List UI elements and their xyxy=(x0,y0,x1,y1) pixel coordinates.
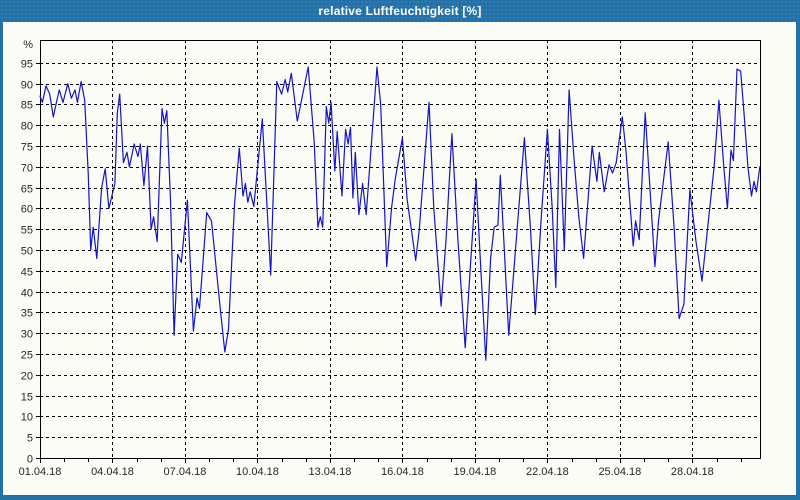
y-axis-unit-label: % xyxy=(23,39,33,51)
chart-title: relative Luftfeuchtigkeit [%] xyxy=(318,4,482,18)
y-axis-label: 30 xyxy=(21,329,33,341)
x-axis-label: 07.04.18 xyxy=(164,466,207,478)
x-axis-label: 04.04.18 xyxy=(91,466,134,478)
y-axis-label: 0 xyxy=(27,454,33,466)
x-axis-label: 22.04.18 xyxy=(526,466,569,478)
x-axis-label: 01.04.18 xyxy=(19,466,62,478)
y-axis-label: 25 xyxy=(21,350,33,362)
y-axis-label: 35 xyxy=(21,308,33,320)
y-axis-label: 15 xyxy=(21,392,33,404)
x-axis-label: 25.04.18 xyxy=(598,466,641,478)
chart-background xyxy=(3,22,796,495)
y-axis-label: 55 xyxy=(21,225,33,237)
plot-frame xyxy=(40,40,761,459)
y-axis-label: 85 xyxy=(21,100,33,112)
chart-title-bar: relative Luftfeuchtigkeit [%] xyxy=(0,0,800,22)
y-axis-label: 10 xyxy=(21,412,33,424)
humidity-data-line xyxy=(39,66,761,361)
y-axis-label: 20 xyxy=(21,371,33,383)
y-axis-label: 65 xyxy=(21,184,33,196)
y-axis-label: 50 xyxy=(21,246,33,258)
y-axis-label: 95 xyxy=(21,59,33,71)
x-axis-label: 10.04.18 xyxy=(236,466,279,478)
y-axis-label: 40 xyxy=(21,288,33,300)
y-axis-label: 80 xyxy=(21,121,33,133)
y-axis-label: 70 xyxy=(21,163,33,175)
y-axis-label: 60 xyxy=(21,204,33,216)
x-axis-label: 19.04.18 xyxy=(453,466,496,478)
y-axis-label: 5 xyxy=(27,433,33,445)
x-axis-label: 13.04.18 xyxy=(309,466,352,478)
y-axis-label: 90 xyxy=(21,80,33,92)
y-axis-label: 45 xyxy=(21,267,33,279)
x-axis-label: 28.04.18 xyxy=(671,466,714,478)
x-axis-label: 16.04.18 xyxy=(381,466,424,478)
y-axis-label: 75 xyxy=(21,142,33,154)
